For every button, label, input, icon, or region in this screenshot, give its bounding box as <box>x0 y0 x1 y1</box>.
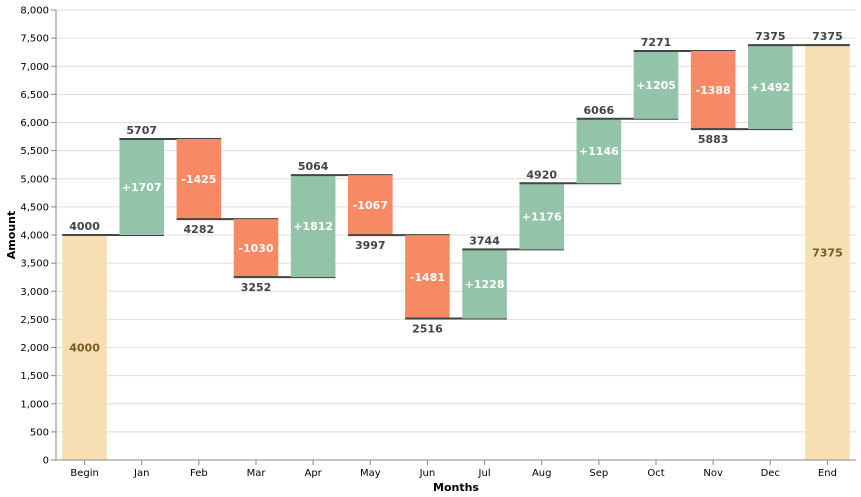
x-tick-label: Begin <box>70 468 98 479</box>
running-total-label: 3997 <box>355 239 386 252</box>
y-tick-label: 2,500 <box>20 315 49 326</box>
bar-oct <box>633 51 679 119</box>
bar-value-label: +1205 <box>636 79 676 92</box>
bar-value-label: +1707 <box>122 181 162 194</box>
running-total-label: 2516 <box>412 322 443 335</box>
x-tick-label: Aug <box>532 468 552 479</box>
bar-mar <box>233 219 279 278</box>
y-tick-label: 4,500 <box>20 202 49 213</box>
bar-apr <box>290 175 336 278</box>
y-tick-label: 7,000 <box>20 62 49 73</box>
bar-dec <box>748 45 793 130</box>
bar-begin <box>62 235 107 460</box>
running-total-label: 5064 <box>298 160 329 173</box>
bar-value-label: -1067 <box>353 199 388 212</box>
x-tick-label: Apr <box>304 468 322 479</box>
bar-may <box>348 175 393 236</box>
bar-value-label: 7375 <box>812 247 843 260</box>
running-total-label: 7375 <box>812 30 843 43</box>
y-axis-title: Amount <box>5 211 18 259</box>
bar-sep <box>576 118 622 184</box>
bar-value-label: +1176 <box>522 210 562 223</box>
bar-value-label: -1425 <box>181 173 216 186</box>
y-tick-label: 6,500 <box>20 90 49 101</box>
x-axis-title: Months <box>433 481 479 494</box>
x-tick-label: Sep <box>589 468 608 479</box>
y-tick-label: 4,000 <box>20 231 49 242</box>
y-tick-label: 8,000 <box>20 6 49 17</box>
x-tick-label: Feb <box>190 468 208 479</box>
bars-layer <box>62 44 850 460</box>
x-tick-label: Jun <box>419 468 436 479</box>
bar-nov <box>690 51 736 130</box>
bar-value-label: +1492 <box>750 81 790 94</box>
y-tick-label: 5,000 <box>20 174 49 185</box>
y-tick-label: 1,500 <box>20 371 49 382</box>
running-total-label: 4920 <box>526 168 557 181</box>
y-tick-label: 3,000 <box>20 287 49 298</box>
x-tick-label: Jan <box>133 468 149 479</box>
bar-end <box>805 45 850 460</box>
running-total-label: 5707 <box>126 124 157 137</box>
axes-layer: 0 500 1,000 1,500 2,000 2,500 3,000 3,500 4,000 4… <box>20 6 856 479</box>
running-total-label: 4282 <box>184 223 215 236</box>
bar-jul <box>462 249 507 319</box>
bar-value-label: +1812 <box>293 220 333 233</box>
labels-layer: 4000 4000 +1707 5707 -1425 4282 -1030 3252 +1812… <box>69 30 842 354</box>
y-tick-label: 5,500 <box>20 146 49 157</box>
bar-jan <box>119 138 164 235</box>
x-tick-label: Dec <box>761 468 780 479</box>
y-tick-label: 6,000 <box>20 118 49 129</box>
bar-value-label: +1228 <box>465 278 505 291</box>
running-total-label: 3252 <box>241 281 272 294</box>
x-tick-label: May <box>360 468 381 479</box>
x-tick-label: Oct <box>647 468 664 479</box>
bar-value-label: +1146 <box>579 145 619 158</box>
x-tick-label: Mar <box>247 468 267 479</box>
bar-feb <box>176 138 222 220</box>
bar-value-label: -1030 <box>238 242 274 255</box>
y-tick-label: 2,000 <box>20 343 49 354</box>
running-total-label: 5883 <box>698 133 729 146</box>
y-tick-label: 1,000 <box>20 399 49 410</box>
bar-value-label: -1388 <box>696 84 731 97</box>
bar-jun <box>405 235 450 319</box>
grid-layer <box>56 9 856 461</box>
running-total-label: 3744 <box>469 234 500 247</box>
y-tick-label: 7,500 <box>20 34 49 45</box>
y-tick-label: 0 <box>43 456 49 467</box>
y-tick-label: 500 <box>30 427 49 438</box>
running-total-label: 7375 <box>755 30 786 43</box>
bar-value-label: 4000 <box>69 342 100 355</box>
running-total-label: 4000 <box>69 220 100 233</box>
running-total-label: 6066 <box>584 104 615 117</box>
x-tick-label: End <box>818 468 837 479</box>
bar-aug <box>519 183 564 250</box>
bar-value-label: -1481 <box>410 271 445 284</box>
x-tick-label: Jul <box>478 468 491 479</box>
y-tick-label: 3,500 <box>20 259 49 270</box>
running-total-label: 7271 <box>641 36 672 49</box>
x-tick-label: Nov <box>703 468 723 479</box>
